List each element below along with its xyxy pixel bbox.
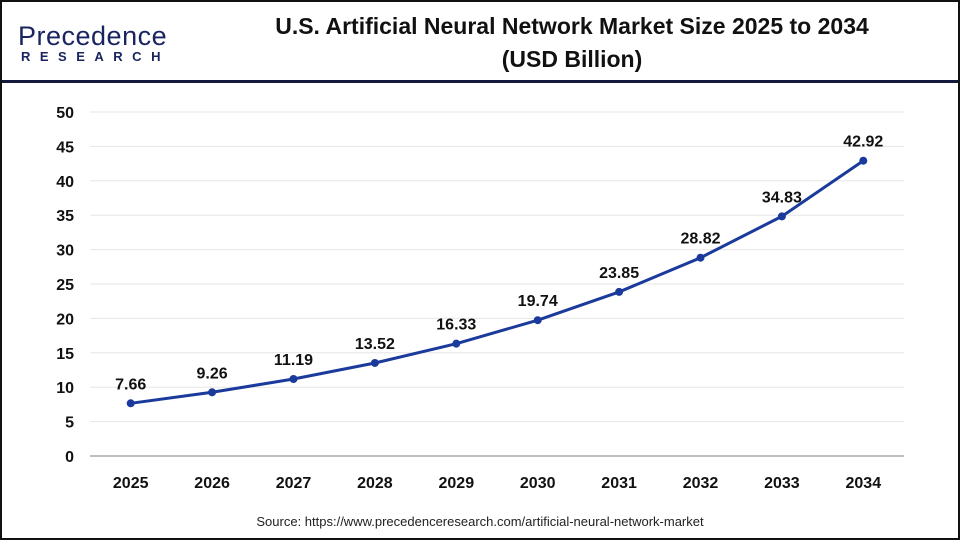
- x-tick-label: 2029: [439, 475, 475, 492]
- x-tick-label: 2034: [846, 475, 882, 492]
- header: Precedence RESEARCH U.S. Artificial Neur…: [2, 2, 958, 83]
- y-tick-label: 35: [56, 208, 74, 225]
- data-point: [696, 253, 705, 262]
- data-label: 11.19: [274, 352, 313, 369]
- data-point: [533, 316, 542, 325]
- data-point: [370, 358, 379, 367]
- y-tick-label: 20: [56, 311, 74, 328]
- y-tick-label: 40: [56, 174, 74, 191]
- x-tick-label: 2027: [276, 475, 312, 492]
- x-tick-label: 2026: [194, 475, 230, 492]
- y-tick-label: 50: [56, 105, 74, 122]
- series-line: [130, 159, 865, 405]
- title-line-1: U.S. Artificial Neural Network Market Si…: [275, 13, 869, 39]
- data-point: [452, 339, 461, 348]
- y-tick-label: 10: [56, 380, 74, 397]
- data-point: [289, 375, 298, 384]
- data-point: [126, 399, 135, 408]
- source-note: Source: https://www.precedenceresearch.c…: [256, 514, 704, 529]
- data-label: 19.74: [518, 293, 558, 310]
- y-tick-label: 5: [65, 415, 74, 432]
- data-label: 16.33: [436, 317, 476, 334]
- y-tick-label: 0: [65, 449, 74, 466]
- y-tick-label: 45: [56, 139, 74, 156]
- x-tick-label: 2028: [357, 475, 393, 492]
- title-line-2: (USD Billion): [501, 46, 643, 72]
- data-label: 28.82: [680, 231, 720, 248]
- x-tick-label: 2025: [113, 475, 149, 492]
- logo-subtitle: RESEARCH: [21, 49, 170, 64]
- data-point: [859, 156, 868, 165]
- data-point: [208, 388, 217, 397]
- logo-wordmark: Precedence: [18, 21, 168, 51]
- x-tick-label: 2032: [683, 475, 719, 492]
- data-label: 9.26: [197, 365, 228, 382]
- x-tick-label: 2030: [520, 475, 556, 492]
- data-point: [615, 287, 624, 296]
- x-tick-label: 2031: [601, 475, 637, 492]
- data-label: 34.83: [762, 189, 802, 206]
- y-tick-label: 30: [56, 243, 74, 260]
- data-label: 23.85: [599, 265, 639, 282]
- data-label: 7.66: [115, 376, 146, 393]
- data-label: 42.92: [843, 134, 883, 151]
- x-tick-label: 2033: [764, 475, 800, 492]
- precedence-research-logo: Precedence RESEARCH: [18, 22, 170, 64]
- y-tick-label: 25: [56, 277, 74, 294]
- y-tick-label: 15: [56, 346, 74, 363]
- chart-title: U.S. Artificial Neural Network Market Si…: [202, 10, 942, 76]
- data-point: [777, 212, 786, 221]
- data-label: 13.52: [355, 336, 395, 353]
